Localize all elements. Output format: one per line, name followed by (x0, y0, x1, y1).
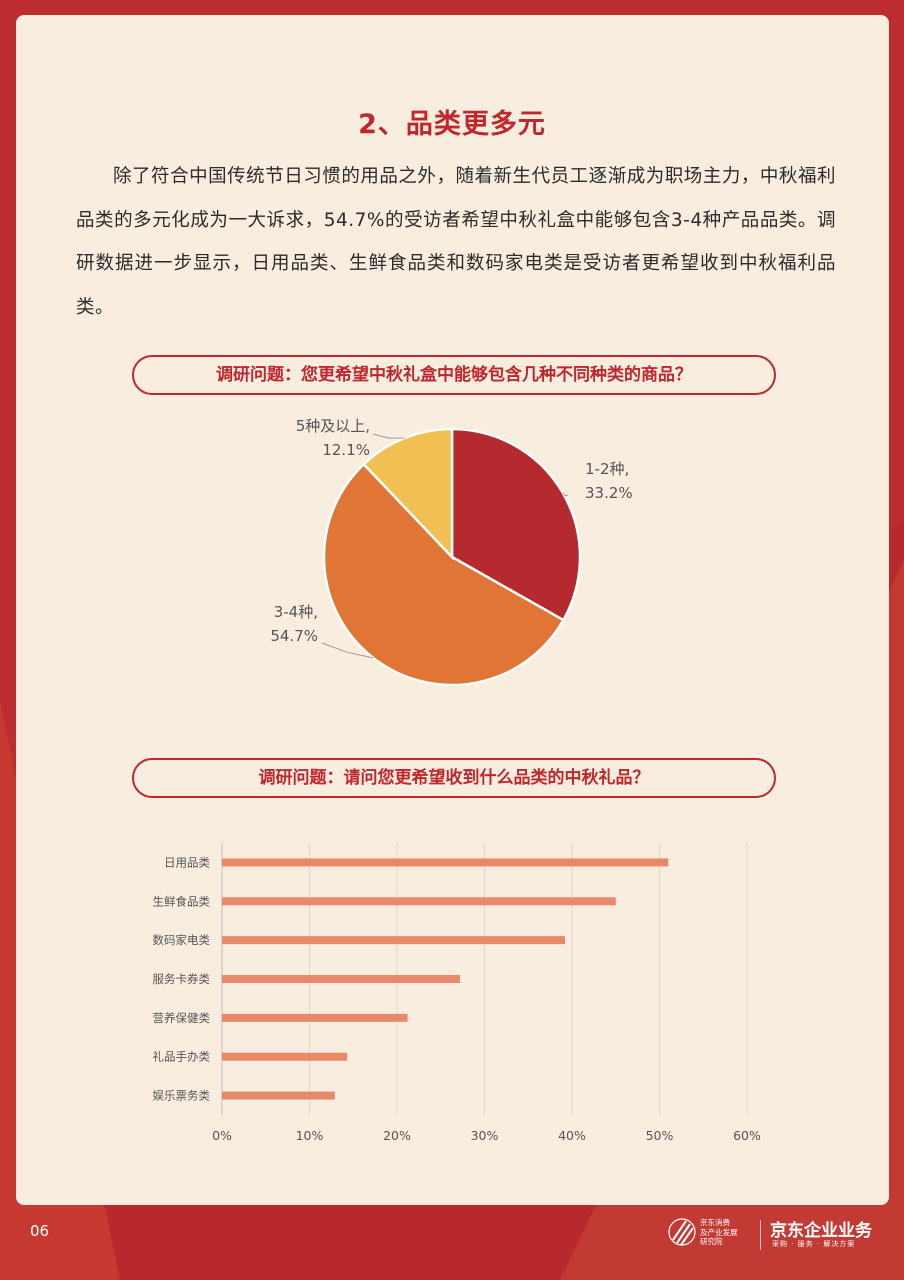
bar-2 (222, 936, 565, 945)
bar-3 (222, 975, 460, 983)
intro-paragraph: 除了符合中国传统节日习惯的用品之外，随着新生代员工逐渐成为职场主力，中秋福利品类… (76, 166, 836, 318)
bar-xtick-label-3: 30% (471, 1128, 499, 1143)
bar-category-label-0: 日用品类 (164, 855, 210, 869)
pie-label-2: 5种及以上, (296, 417, 370, 435)
bar-xtick-label-4: 40% (558, 1128, 586, 1143)
institute-line-2: 及产业发展 (700, 1227, 738, 1237)
bar-0 (222, 858, 669, 867)
pie-value-label-0: 33.2% (585, 484, 633, 502)
pie-leader-line-0 (562, 492, 569, 497)
bar-category-label-3: 服务卡券类 (153, 972, 211, 986)
bar-4 (222, 1013, 408, 1022)
footer-divider (760, 1220, 761, 1250)
bar-chart: 0% 10% 20% 30% 40% 50% 60% 日用品类生鲜食品类数码家电类服务卡券类营… (153, 843, 761, 1143)
pie-chart: 1-2种, 33.2% 3-4种, 54.7% 5种及以上, 12.1% (270, 417, 633, 687)
bar-6 (222, 1091, 335, 1100)
pie-slice-0 (450, 427, 582, 622)
pie-label-0: 1-2种, (585, 460, 629, 478)
bar-category-label-4: 营养保健类 (153, 1011, 211, 1025)
bar-category-label-6: 娱乐票务类 (153, 1089, 211, 1103)
pie-value-label-2: 12.1% (322, 441, 370, 459)
institute-logo-icon (668, 1218, 696, 1246)
pie-slice-2 (362, 427, 454, 561)
bar-category-label-1: 生鲜食品类 (153, 894, 211, 908)
pie-slice-1 (322, 462, 566, 687)
bar-xtick-label-2: 20% (383, 1128, 411, 1143)
bar-xtick-label-1: 10% (296, 1128, 324, 1143)
page-number: 06 (30, 1222, 50, 1240)
pie-question-title: 调研问题：您更希望中秋礼盒中能够包含几种不同种类的商品？ (132, 355, 776, 395)
brand-name: 京东企业业务 (770, 1221, 872, 1241)
bar-1 (222, 897, 616, 906)
institute-name: 京东消费 及产业发展 研究院 (700, 1218, 752, 1247)
footer-logos: 京东消费 及产业发展 研究院 京东企业业务 采购 · 服务 · 解决方案 (668, 1214, 890, 1254)
pie-label-1: 3-4种, (274, 603, 318, 621)
institute-line-1: 京东消费 (700, 1218, 730, 1227)
bar-xtick-label-6: 60% (733, 1128, 761, 1143)
bar-xtick-label-0: 0% (212, 1128, 232, 1143)
bar-category-label-5: 礼品手办类 (153, 1050, 211, 1064)
section-title: 2、品类更多元 (358, 109, 546, 140)
pie-leader-line-2 (372, 433, 405, 439)
pie-leader-line-1 (321, 642, 374, 659)
bar-question-title: 调研问题：请问您更希望收到什么品类的中秋礼品？ (132, 758, 776, 798)
pie-value-label-1: 54.7% (270, 627, 318, 645)
bar-5 (222, 1052, 348, 1061)
bar-xtick-label-5: 50% (646, 1128, 674, 1143)
bar-category-label-2: 数码家电类 (153, 933, 211, 947)
institute-line-3: 研究院 (700, 1237, 723, 1246)
brand-tagline: 采购 · 服务 · 解决方案 (772, 1240, 856, 1248)
